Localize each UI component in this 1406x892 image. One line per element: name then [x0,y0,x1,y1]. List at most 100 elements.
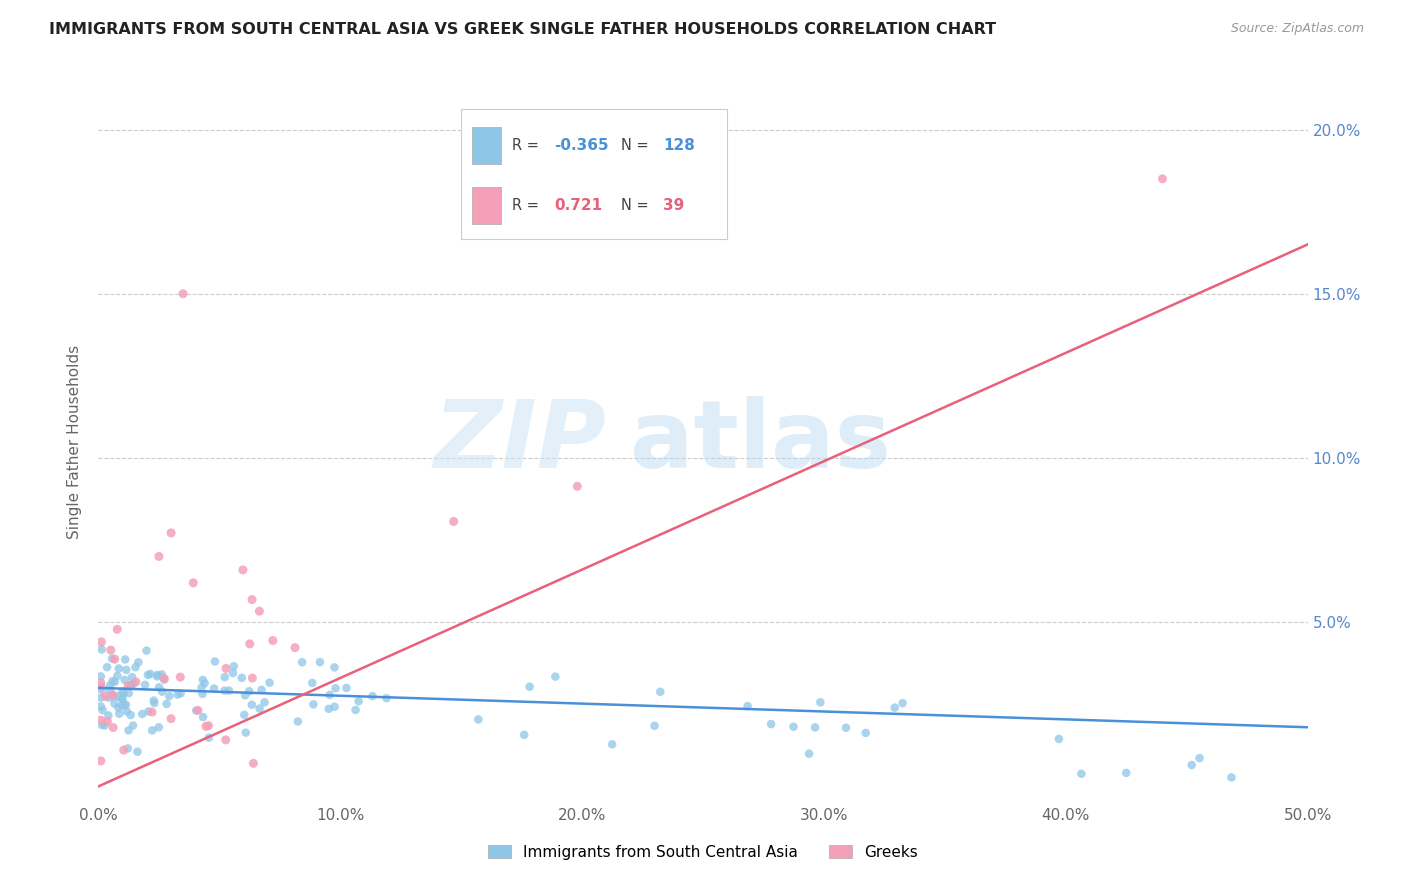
Point [90,675,112,690]
Point [125,674,148,689]
Point [104,674,127,689]
Point [513,728,536,742]
Point [172,286,194,301]
Point [122,718,145,732]
Point [108,706,131,721]
Point [153,672,176,686]
Point [1115,765,1137,780]
Point [222,666,245,681]
Point [121,670,143,684]
Point [97,708,120,723]
Point [519,680,541,694]
Point [302,698,325,712]
Point [142,693,165,707]
Point [148,681,170,695]
Point [567,479,589,493]
Point [112,743,135,757]
Point [90,690,112,705]
Point [105,623,128,637]
Text: ZIP: ZIP [433,395,606,488]
Point [240,671,263,685]
Point [150,684,173,698]
Text: Source: ZipAtlas.com: Source: ZipAtlas.com [1230,22,1364,36]
Point [134,678,156,692]
Point [891,696,914,710]
Point [114,698,136,713]
Point [318,702,340,716]
Point [131,706,153,721]
Point [240,698,263,712]
Point [117,723,139,738]
Point [90,680,112,694]
Point [808,695,831,709]
Point [544,670,567,684]
Point [215,661,238,675]
Point [169,686,191,700]
Point [127,655,149,669]
Point [194,676,217,690]
Point [301,676,323,690]
Point [101,674,124,689]
Point [191,687,214,701]
Point [247,604,270,618]
Point [153,673,176,687]
Point [103,690,125,704]
Point [232,563,254,577]
Point [138,705,160,719]
Point [600,737,623,751]
Point [309,655,332,669]
Point [90,682,112,697]
Point [114,673,136,687]
Point [181,575,204,590]
Point [93,718,115,732]
Point [111,692,134,706]
Point [146,668,169,682]
Point [249,701,271,715]
Point [112,686,135,700]
Point [287,714,309,729]
Point [103,697,125,711]
Point [291,655,314,669]
Point [157,689,180,703]
Point [96,660,118,674]
Point [191,673,214,687]
Point [797,747,820,761]
Point [1181,758,1204,772]
Point [262,633,284,648]
Point [100,643,122,657]
Point [759,717,782,731]
Point [169,670,191,684]
Point [139,667,162,681]
Point [101,688,124,702]
Point [235,725,257,739]
Point [215,732,238,747]
Point [1047,731,1070,746]
Point [107,661,129,675]
Point [115,698,138,712]
Point [242,756,264,771]
Point [782,720,804,734]
Point [90,669,112,683]
Point [110,691,132,706]
Point [835,721,858,735]
Point [335,681,357,695]
Point [284,640,307,655]
Point [141,723,163,738]
Point [325,681,347,696]
Point [135,643,157,657]
Point [240,592,263,607]
Point [107,690,129,704]
Point [443,515,465,529]
Point [650,685,672,699]
Point [143,696,166,710]
Point [467,713,489,727]
Point [323,660,346,674]
Point [231,671,253,685]
Point [97,690,120,705]
Point [101,721,124,735]
Point [160,712,183,726]
Point [1188,751,1211,765]
Point [198,731,221,745]
Y-axis label: Single Father Households: Single Father Households [67,344,83,539]
Point [191,710,214,724]
